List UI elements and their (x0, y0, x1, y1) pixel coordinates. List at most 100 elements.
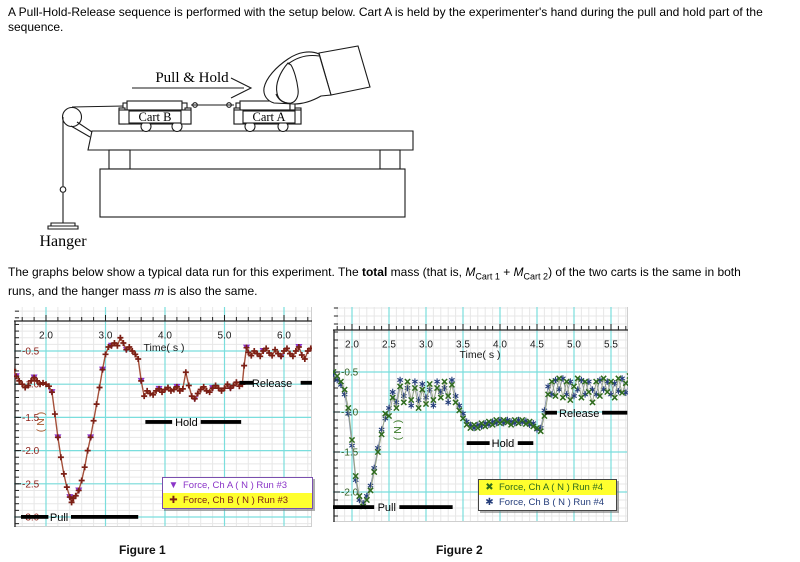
intro-line1: A Pull-Hold-Release sequence is performe… (8, 5, 763, 19)
x-tick-label: 6.0 (277, 331, 291, 342)
y-axis-label: ( N ) (392, 420, 404, 440)
x-tick-label: 2.5 (382, 340, 396, 351)
hand-crease (287, 54, 320, 65)
asterisk-icon: ✱ (485, 497, 494, 508)
hanger-mass-symbol: m (154, 283, 165, 298)
mass1-subscript: Cart 1 (475, 271, 500, 282)
figure1-chart: 2.03.04.05.06.0-0.5-1.0-1.5-2.0-2.5-3.0T… (14, 307, 313, 527)
figure2-chart: 2.0 2.5 3.0 3.5 4.0 4.5 5.0 5.5 -0.5 -1.0 -1.5 -2.0… (333, 307, 628, 522)
annotation-bar (517, 441, 534, 445)
hanger-base (47, 222, 79, 230)
cart-b-label: Cart B (139, 110, 172, 124)
x-tick-label: 2.0 (39, 331, 53, 342)
annotation-bar (21, 515, 49, 519)
y-tick-label: -2.0 (341, 488, 359, 499)
y-tick-label: -2.0 (22, 446, 40, 457)
x-tick-label: 3.5 (456, 340, 470, 351)
annotation-label: Release (559, 408, 599, 420)
coupling-hook-left (192, 102, 198, 108)
mass2-symbol: M (513, 265, 524, 279)
hanger-label: Hanger (39, 233, 87, 250)
annotation-label: Hold (175, 417, 198, 429)
pulley-bracket-1 (76, 121, 93, 133)
pull-hold-label: Pull & Hold (155, 70, 229, 86)
annotation-bar (466, 441, 490, 445)
annotation-bar (200, 420, 242, 424)
apparatus-diagram: Pull & Hold Cart B Cart A Hanger (39, 45, 414, 250)
x-axis-label: Time( s ) (143, 342, 184, 354)
table-base (99, 168, 406, 218)
x-tick-label: 3.0 (99, 331, 113, 342)
y-tick-label: -1.5 (22, 413, 40, 424)
annotation-label: Hold (492, 438, 515, 450)
desc-line1-pre: The graphs below show a typical data run… (8, 265, 362, 279)
plus-icon: ✚ (169, 495, 178, 506)
x-tick-label: 4.0 (158, 331, 172, 342)
annotation-bar (333, 505, 375, 509)
graphs-paragraph: The graphs below show a typical data run… (8, 265, 800, 298)
intro-paragraph: A Pull-Hold-Release sequence is performe… (8, 5, 800, 34)
legend-label: Force, Ch B ( N ) Run #4 (499, 497, 605, 508)
string-to-cart-b (71, 105, 125, 108)
desc-line2-pre: runs, and the hanger mass (8, 283, 155, 298)
legend-item: ▼ Force, Ch A ( N ) Run #3 (163, 478, 312, 493)
desc-line2-tail: is also the same. (164, 283, 258, 298)
table-top (87, 130, 414, 151)
desc-line1-tail: ) of the two carts is the same in both (548, 265, 741, 279)
x-tick-label: 2.0 (345, 340, 359, 351)
annotation-bar (239, 380, 254, 385)
cart-a-label: Cart A (253, 110, 286, 124)
legend-item: ✱ Force, Ch B ( N ) Run #4 (479, 495, 616, 510)
annotation-bar (70, 515, 139, 519)
annotation-label: Release (252, 378, 292, 390)
axes (333, 329, 628, 522)
figure2-caption: Figure 2 (436, 543, 483, 557)
figure1-caption: Figure 1 (119, 543, 166, 557)
annotation-label: Pull (378, 502, 396, 514)
desc-line1-mid: mass (that is, (387, 265, 466, 279)
mass2-subscript: Cart 2 (523, 271, 549, 282)
y-tick-label: -0.5 (341, 368, 359, 379)
annotation-bar (602, 410, 628, 415)
plus-sign: + (499, 265, 514, 279)
finger-crease (275, 93, 288, 104)
y-axis-label: ( N ) (35, 412, 47, 432)
x-tick-label: 3.0 (419, 340, 433, 351)
plot-border (14, 307, 312, 527)
legend-item: ✖ Force, Ch A ( N ) Run #4 (479, 480, 616, 495)
series-markers (14, 334, 312, 506)
y-tick-label: -2.5 (22, 479, 40, 490)
y-tick-label: -0.5 (22, 347, 40, 358)
intro-line2: sequence. (8, 19, 64, 34)
coupling-hook-right (226, 102, 232, 108)
string-hook (59, 186, 67, 193)
cart-a-label-plate (242, 110, 296, 124)
annotation-label: Pull (50, 512, 68, 524)
y-tick-label: -1.5 (341, 448, 359, 459)
mass1-symbol: M (465, 265, 476, 279)
legend-item: ✚ Force, Ch B ( N ) Run #3 (163, 493, 312, 508)
annotation-bar (300, 380, 312, 385)
table-leg-right (379, 149, 401, 170)
cart-b-label-plate (128, 110, 182, 124)
figure1-plot: 2.03.04.05.06.0-0.5-1.0-1.5-2.0-2.5-3.0T… (14, 307, 312, 527)
cart-b-sensor-bar (126, 100, 183, 111)
annotation-bar (545, 410, 557, 415)
triangle-down-icon: ▼ (168, 480, 179, 491)
legend: ✖ Force, Ch A ( N ) Run #4 ✱ Force, Ch B ( … (478, 479, 617, 511)
x-icon: ✖ (485, 482, 494, 493)
annotation-bar (399, 505, 453, 509)
x-tick-label: 4.5 (530, 340, 544, 351)
series-markers (333, 368, 628, 510)
pull-arrow-head (230, 77, 253, 99)
x-tick-label: 5.0 (567, 340, 581, 351)
legend: ▼ Force, Ch A ( N ) Run #3 ✚ Force, Ch B ( … (162, 477, 313, 509)
legend-label: Force, Ch A ( N ) Run #3 (183, 480, 288, 491)
x-tick-label: 5.0 (218, 331, 232, 342)
hand-thumb (276, 62, 299, 104)
legend-label: Force, Ch A ( N ) Run #4 (499, 482, 604, 493)
annotation-bar (145, 420, 173, 424)
desc-bold-total: total (361, 265, 388, 279)
legend-label: Force, Ch B ( N ) Run #3 (183, 495, 289, 506)
